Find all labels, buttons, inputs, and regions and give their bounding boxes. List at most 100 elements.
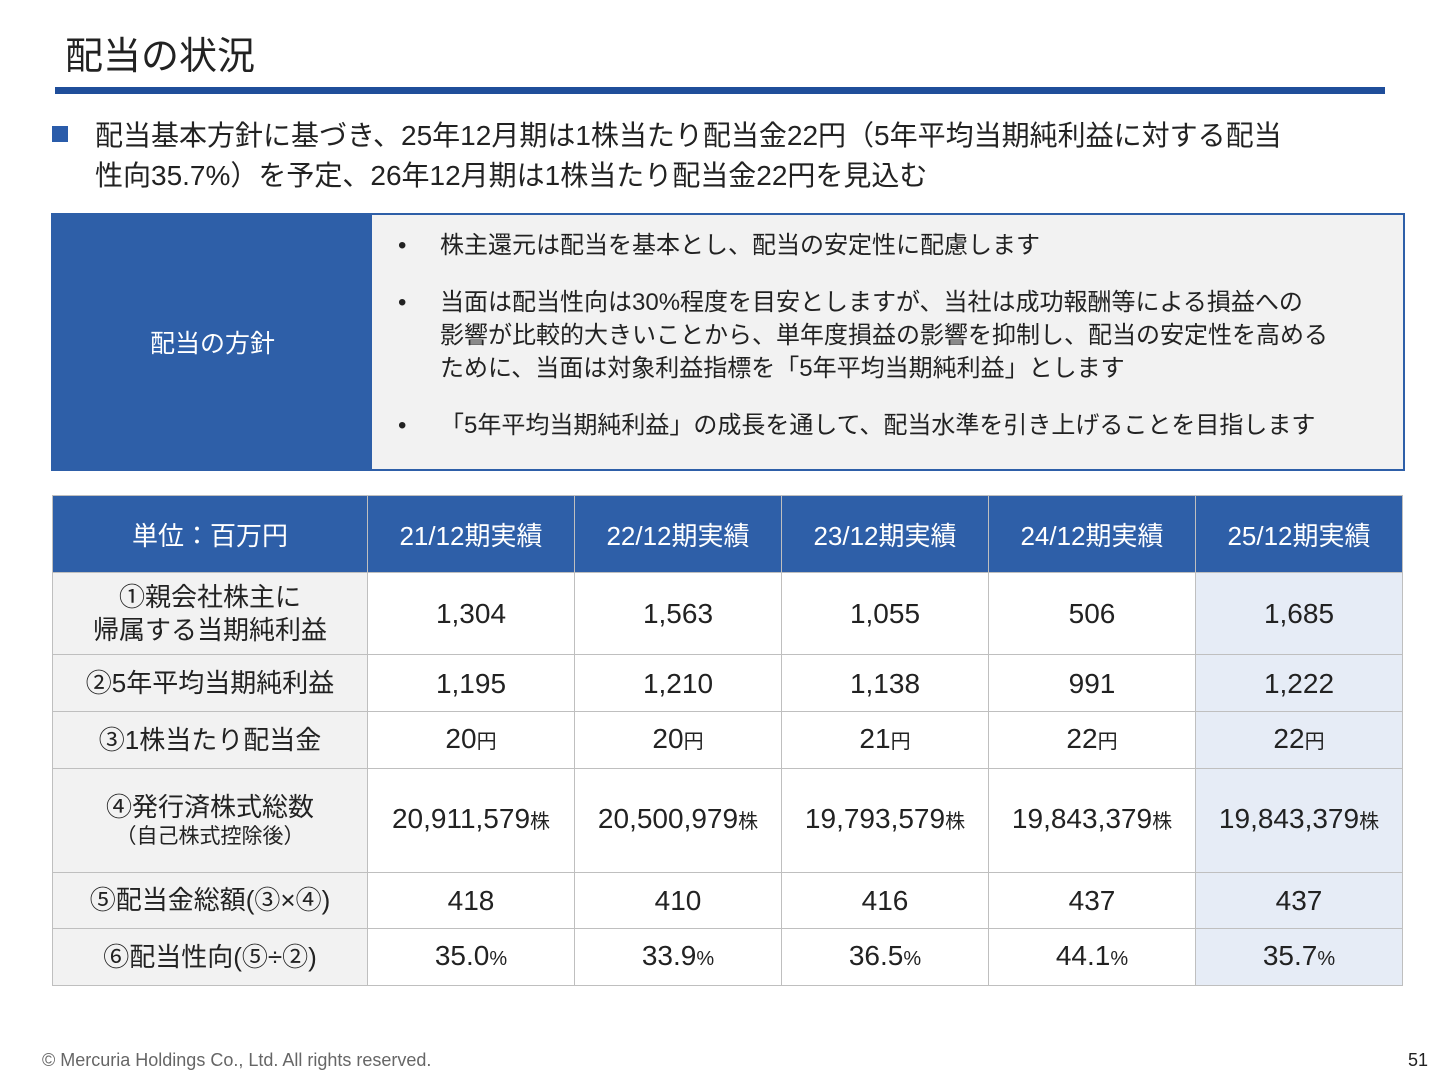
- cell-value: 35.7: [1262, 939, 1318, 971]
- table-row: ②5年平均当期純利益 1,195 1,210 1,138 991 1,222: [52, 654, 1403, 712]
- cell-value: 35.0: [434, 939, 490, 971]
- cell-value: 1,055: [849, 598, 921, 629]
- policy-line: 「5年平均当期純利益」の成長を通して、配当水準を引き上げることを目指します: [440, 412, 1316, 439]
- data-cell: 1,210: [574, 654, 782, 712]
- policy-item: • 「5年平均当期純利益」の成長を通して、配当水準を引き上げることを目指します: [398, 409, 1398, 442]
- policy-line: 株主還元は配当を基本とし、配当の安定性に配慮します: [440, 232, 1040, 259]
- cell-value: 991: [1068, 667, 1116, 699]
- data-cell: 20円: [367, 711, 575, 769]
- cell-unit: 株: [945, 811, 966, 833]
- data-cell: 1,055: [781, 572, 989, 655]
- data-cell: 418: [367, 872, 575, 929]
- cell-value: 437: [1275, 885, 1323, 916]
- policy-item: • 当面は配当性向は30%程度を目安としますが、当社は成功報酬等による損益への 影響…: [398, 286, 1398, 385]
- data-cell: 991: [988, 654, 1196, 712]
- cell-value: 20,911,579: [391, 803, 531, 834]
- cell-value: 1,304: [435, 598, 507, 629]
- row-label-line: ④発行済株式総数: [105, 792, 314, 822]
- policy-line: ために、当面は対象利益指標を「5年平均当期純利益」とします: [440, 355, 1125, 382]
- cell-value: 20,500,979: [597, 803, 739, 834]
- row-label-line: ②5年平均当期純利益: [85, 667, 335, 698]
- row-label-line: ⑤配当金総額(③×④): [89, 885, 331, 915]
- slide-title: 配当の状況: [65, 36, 256, 78]
- data-cell: 20,500,979株: [574, 768, 782, 873]
- row-label: ⑥配当性向(⑤÷②): [52, 928, 368, 986]
- data-cell: 1,222: [1195, 654, 1403, 712]
- cell-unit: 円: [1304, 730, 1325, 753]
- data-cell: 506: [988, 572, 1196, 655]
- cell-value: 21: [859, 722, 891, 754]
- cell-value: 418: [447, 885, 495, 916]
- row-label-line: 帰属する当期純利益: [92, 614, 327, 645]
- cell-value: 1,195: [435, 667, 507, 699]
- data-cell: 20円: [574, 711, 782, 769]
- cell-value: 36.5: [848, 939, 904, 971]
- table-row: ④発行済株式総数 （自己株式控除後） 20,911,579株 20,500,979株 1…: [52, 768, 1403, 873]
- cell-unit: 株: [738, 811, 759, 833]
- cell-value: 19,843,379: [1011, 803, 1153, 834]
- header-cell: 23/12期実績: [781, 495, 989, 573]
- header-cell: 24/12期実績: [988, 495, 1196, 573]
- cell-value: 20: [445, 722, 477, 754]
- row-label-sub: （自己株式控除後）: [115, 825, 305, 848]
- data-cell: 1,304: [367, 572, 575, 655]
- data-cell: 19,843,379株: [1195, 768, 1403, 873]
- row-label-line: ③1株当たり配当金: [98, 724, 322, 755]
- cell-value: 437: [1068, 885, 1116, 916]
- data-cell: 22円: [1195, 711, 1403, 769]
- summary-line: 性向35.7%）を予定、26年12月期は1株当たり配当金22円を見込む: [95, 160, 928, 191]
- data-cell: 1,563: [574, 572, 782, 655]
- policy-item: • 株主還元は配当を基本とし、配当の安定性に配慮します: [398, 229, 1398, 262]
- cell-unit: 円: [890, 730, 911, 753]
- table-row: ①親会社株主に 帰属する当期純利益 1,304 1,563 1,055 506 1,685: [52, 572, 1403, 655]
- cell-value: 22: [1273, 722, 1305, 754]
- data-cell: 20,911,579株: [367, 768, 575, 873]
- cell-value: 19,793,579: [804, 803, 946, 834]
- data-cell: 36.5%: [781, 928, 989, 986]
- cell-value: 416: [861, 885, 909, 916]
- policy-line: 当面は配当性向は30%程度を目安としますが、当社は成功報酬等による損益への: [440, 289, 1303, 316]
- bullet: •: [398, 232, 407, 259]
- cell-unit: 円: [476, 730, 497, 753]
- data-cell: 19,843,379株: [988, 768, 1196, 873]
- data-cell: 35.0%: [367, 928, 575, 986]
- cell-unit: %: [1110, 947, 1129, 970]
- cell-unit: 株: [1359, 811, 1380, 833]
- data-cell: 44.1%: [988, 928, 1196, 986]
- data-cell: 437: [988, 872, 1196, 929]
- cell-unit: %: [696, 947, 715, 970]
- header-cell: 21/12期実績: [367, 495, 575, 573]
- row-label: ②5年平均当期純利益: [52, 654, 368, 712]
- data-cell: 410: [574, 872, 782, 929]
- bullet: •: [398, 289, 407, 316]
- table-row: ⑥配当性向(⑤÷②) 35.0% 33.9% 36.5% 44.1% 35.7%: [52, 928, 1403, 986]
- header-row: 単位：百万円 21/12期実績 22/12期実績 23/12期実績 24/12期実績 25…: [52, 495, 1403, 573]
- cell-value: 20: [652, 722, 684, 754]
- policy-items: • 株主還元は配当を基本とし、配当の安定性に配慮します • 当面は配当性向は30%程度…: [398, 229, 1398, 466]
- title-rule: [55, 87, 1385, 94]
- page-number: 51: [1407, 1050, 1428, 1070]
- row-label-line: ①親会社株主に: [118, 581, 301, 612]
- cell-unit: %: [1317, 947, 1336, 970]
- row-label: ③1株当たり配当金: [52, 711, 368, 769]
- data-cell: 19,793,579株: [781, 768, 989, 873]
- header-cell: 22/12期実績: [574, 495, 782, 573]
- cell-unit: 円: [683, 730, 704, 753]
- cell-value: 44.1: [1055, 939, 1111, 971]
- cell-unit: %: [903, 947, 922, 970]
- header-cell: 単位：百万円: [52, 495, 368, 573]
- cell-value: 19,843,379: [1218, 803, 1360, 834]
- data-cell: 33.9%: [574, 928, 782, 986]
- policy-line: 影響が比較的大きいことから、単年度損益の影響を抑制し、配当の安定性を高める: [440, 322, 1328, 349]
- bullet-square: [52, 126, 68, 142]
- cell-value: 410: [654, 885, 702, 916]
- table-row: ③1株当たり配当金 20円 20円 21円 22円 22円: [52, 711, 1403, 769]
- cell-value: 1,685: [1263, 598, 1335, 629]
- table-body: ①親会社株主に 帰属する当期純利益 1,304 1,563 1,055 506 1,685 ②…: [52, 572, 1403, 986]
- policy-box: 配当の方針 • 株主還元は配当を基本とし、配当の安定性に配慮します • 当面は配当性向…: [51, 213, 1405, 471]
- data-cell: 21円: [781, 711, 989, 769]
- cell-value: 1,210: [642, 667, 714, 699]
- dividend-table: 単位：百万円 21/12期実績 22/12期実績 23/12期実績 24/12期実績 25…: [52, 495, 1403, 986]
- cell-value: 1,138: [849, 667, 921, 699]
